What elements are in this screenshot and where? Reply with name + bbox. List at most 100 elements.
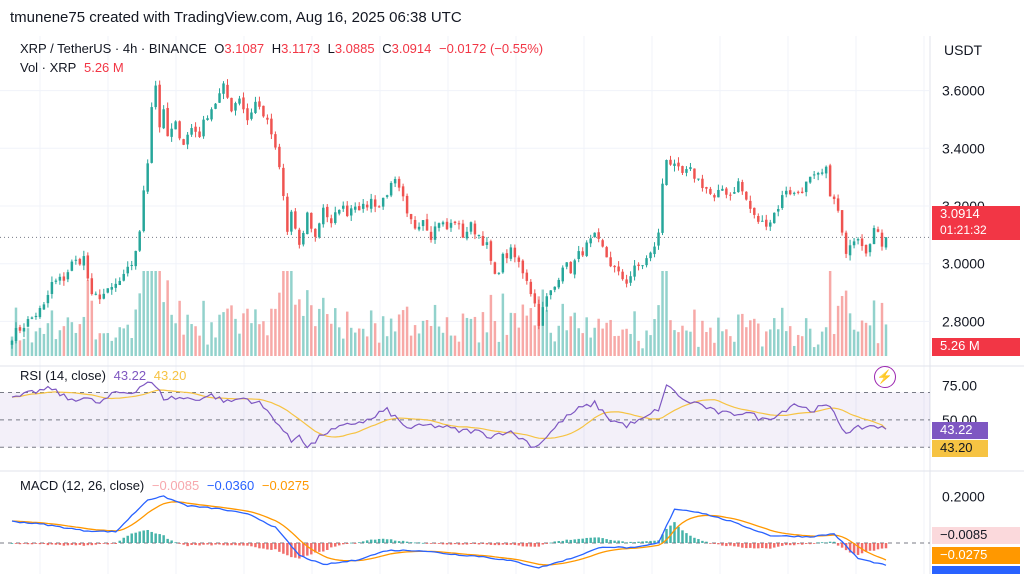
volume-bar (262, 321, 265, 356)
candle-body (50, 282, 54, 294)
macd-histogram-bar (533, 543, 537, 547)
candle-body (521, 260, 525, 274)
macd-histogram-bar (605, 539, 608, 543)
volume-bar (565, 330, 568, 356)
volume-bar (110, 340, 114, 356)
macd-histogram-bar (114, 543, 117, 544)
legend-low-label: L (327, 41, 335, 56)
volume-bar (792, 345, 796, 356)
macd-histogram-bar (653, 540, 656, 543)
volume-bar (561, 303, 564, 356)
macd-histogram-bar (577, 538, 580, 543)
price-tick-label: 3.0000 (942, 256, 985, 272)
macd-histogram-bar (501, 543, 505, 545)
candle-body (110, 287, 114, 290)
macd-histogram-bar (477, 543, 481, 545)
volume-bar (661, 271, 664, 356)
candle-body (581, 251, 584, 256)
volume-bar (836, 305, 840, 356)
candle-body (653, 246, 656, 255)
macd-histogram-bar (557, 540, 560, 543)
candle-body (417, 226, 421, 230)
candle-body (353, 206, 357, 210)
macd-histogram-bar (749, 543, 752, 548)
macd-histogram-bar (709, 543, 712, 544)
volume-bar (645, 330, 648, 356)
volume-bar (465, 317, 469, 356)
macd-histogram-bar (633, 542, 636, 543)
volume-bar (178, 300, 181, 356)
volume-bar (473, 316, 477, 356)
candle-body (266, 117, 269, 120)
volume-bar (816, 344, 820, 356)
volume-bar (725, 329, 728, 356)
volume-bar (637, 340, 640, 356)
macd-histogram-bar (585, 537, 588, 543)
price-tick-label: 3.4000 (942, 140, 985, 156)
macd-histogram-bar (469, 543, 473, 544)
macd-histogram-bar (681, 530, 684, 543)
macd-histogram-bar (170, 540, 173, 543)
volume-bar (206, 344, 209, 356)
volume-bar (134, 309, 137, 356)
macd-histogram-bar (725, 543, 728, 547)
candle-body (745, 191, 748, 200)
macd-histogram-bar (489, 543, 493, 545)
candle-body (840, 210, 844, 233)
lightning-icon[interactable]: ⚡ (874, 366, 896, 388)
candle-body (481, 236, 485, 246)
candle-body (852, 241, 856, 246)
macd-histogram-bar (353, 543, 357, 544)
macd-histogram-bar (541, 543, 545, 545)
volume-bar (322, 297, 325, 356)
legend-open-label: O (214, 41, 225, 56)
macd-signal-value: −0.0275 (261, 478, 310, 493)
volume-bar (705, 331, 708, 356)
macd-histogram-bar (345, 543, 349, 544)
volume-bar (449, 335, 453, 356)
candle-body (800, 191, 804, 193)
volume-bar (581, 333, 584, 356)
volume-bar (509, 312, 513, 356)
macd-histogram-bar (665, 528, 668, 543)
chart-area[interactable]: 3.60003.40003.20003.00002.800075.0050.00… (0, 36, 1024, 574)
candle-body (238, 98, 241, 104)
candle-body (314, 228, 317, 237)
candle-body (342, 205, 345, 209)
candle-body (796, 191, 800, 193)
volume-bar (701, 320, 704, 356)
macd-histogram-bar (465, 543, 469, 545)
macd-histogram-bar (102, 543, 106, 544)
macd-histogram-bar (593, 537, 596, 543)
volume-bar (573, 312, 576, 356)
macd-histogram-bar (166, 538, 169, 543)
macd-histogram-bar (94, 543, 98, 545)
volume-bar (234, 318, 237, 356)
volume-bar (425, 320, 429, 356)
volume-bar (413, 325, 417, 356)
candle-body (42, 304, 46, 310)
macd-histogram-bar (553, 541, 556, 543)
volume-bar (310, 305, 313, 356)
candle-body (393, 179, 397, 184)
candle-body (433, 226, 437, 240)
volume-bar (393, 331, 397, 356)
candle-body (836, 198, 840, 211)
candle-body (194, 126, 197, 132)
volume-bar (365, 336, 369, 356)
candle-body (605, 247, 608, 258)
chart-svg[interactable]: 3.60003.40003.20003.00002.800075.0050.00… (0, 36, 1024, 574)
candle-body (310, 212, 313, 229)
macd-signal-line (11, 501, 887, 566)
macd-histogram-bar (645, 541, 648, 543)
candle-body (134, 250, 137, 267)
macd-histogram-bar (206, 543, 209, 545)
candle-body (477, 234, 481, 236)
legend-close-value: 3.0914 (391, 41, 432, 56)
macd-histogram-bar (270, 543, 273, 550)
macd-histogram-bar (481, 543, 485, 544)
volume-bar (820, 331, 824, 356)
volume-bar (757, 323, 760, 356)
volume-bar (525, 315, 529, 356)
macd-histogram-bar (242, 543, 245, 546)
